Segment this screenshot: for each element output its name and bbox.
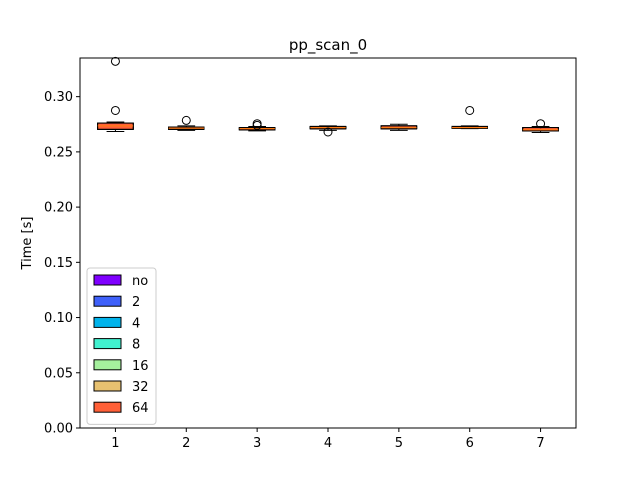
box-group — [309, 125, 347, 137]
legend-swatch — [93, 274, 122, 286]
legend-label: 32 — [132, 380, 149, 395]
y-tick-label: 0.15 — [44, 256, 73, 271]
legend-swatch — [93, 359, 122, 371]
outlier-point — [536, 119, 546, 129]
box-group — [168, 115, 205, 131]
legend-label: 2 — [132, 295, 140, 310]
legend-label: 8 — [132, 338, 140, 353]
box-group — [522, 119, 559, 134]
x-tick-label: 3 — [253, 436, 261, 451]
legend-label: 4 — [132, 316, 140, 331]
chart-title: pp_scan_0 — [289, 36, 367, 55]
x-tick-label: 1 — [111, 436, 119, 451]
y-tick-label: 0.00 — [44, 422, 73, 437]
box-group — [97, 56, 134, 132]
outlier-point — [181, 115, 191, 125]
legend-swatch — [93, 338, 122, 350]
y-tick-label: 0.25 — [44, 145, 73, 160]
legend-label: no — [132, 274, 148, 289]
legend-label: 16 — [132, 359, 149, 374]
outlier-point — [110, 105, 120, 115]
outlier-point — [465, 105, 475, 115]
legend-swatch — [93, 380, 122, 392]
x-tick-label: 7 — [536, 436, 544, 451]
x-tick-label: 4 — [324, 436, 332, 451]
box-group — [238, 119, 276, 132]
outlier-point — [110, 56, 120, 66]
outlier-point — [252, 120, 262, 130]
y-tick-label: 0.20 — [44, 201, 73, 216]
legend-swatch — [93, 316, 122, 328]
box-group — [451, 105, 488, 130]
x-tick-label: 6 — [466, 436, 474, 451]
box-group — [380, 123, 418, 131]
legend-swatch — [93, 401, 122, 413]
y-tick-label: 0.10 — [44, 311, 73, 326]
y-tick-label: 0.05 — [44, 366, 73, 381]
legend-swatch — [93, 295, 122, 307]
legend-label: 64 — [132, 401, 149, 416]
y-axis-label: Time [s] — [20, 217, 35, 271]
outlier-point — [323, 127, 333, 137]
x-tick-label: 5 — [395, 436, 403, 451]
x-tick-label: 2 — [182, 436, 190, 451]
y-tick-label: 0.30 — [44, 90, 73, 105]
